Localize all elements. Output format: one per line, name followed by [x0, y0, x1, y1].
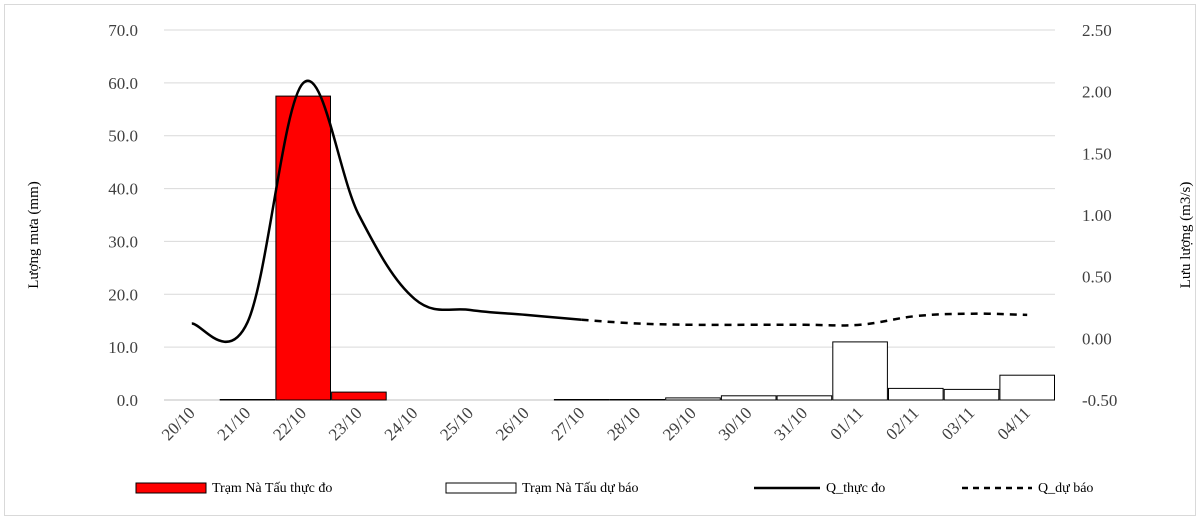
x-tick-label: 21/10 [214, 403, 255, 444]
bar [999, 374, 1056, 401]
bar [609, 399, 666, 401]
y-tick-label: 60.0 [108, 74, 138, 93]
x-tick-label: 02/11 [882, 403, 922, 443]
bar [720, 395, 777, 401]
y2-tick-label: 0.50 [1082, 268, 1112, 287]
left-axis-ticks: 0.0 10.0 20.0 30.0 40.0 50.0 60.0 70.0 [108, 21, 138, 410]
legend-label-observed-rain: Trạm Nà Tấu thực đo [212, 481, 332, 496]
x-tick-label: 20/10 [158, 403, 199, 444]
legend-label-forecast-flow: Q_dự báo [1038, 481, 1093, 496]
y-tick-label: 0.0 [117, 391, 138, 410]
x-tick-label: 27/10 [548, 403, 589, 444]
x-axis-ticks: 20/10 21/10 22/10 23/10 24/10 25/10 26/10 27/10… [158, 403, 1034, 444]
bar [888, 387, 944, 401]
legend-label-forecast-rain: Trạm Nà Tấu dự báo [522, 481, 638, 496]
x-tick-label: 29/10 [659, 403, 700, 444]
y-tick-label: 50.0 [108, 127, 138, 146]
y2-tick-label: 1.50 [1082, 144, 1112, 163]
observed-flow-line [191, 79, 582, 343]
line-series [191, 79, 1028, 343]
x-tick-label: 24/10 [381, 403, 422, 444]
legend-label-observed-flow: Q_thực đo [826, 481, 885, 496]
bar [553, 399, 610, 401]
y-tick-label: 20.0 [108, 285, 138, 304]
x-tick-label: 22/10 [269, 403, 310, 444]
legend-swatch-forecast-rain [445, 482, 517, 494]
x-tick-label: 30/10 [715, 403, 756, 444]
x-tick-label: 26/10 [492, 403, 533, 444]
x-tick-label: 23/10 [325, 403, 366, 444]
bar [776, 395, 833, 401]
y-tick-label: 30.0 [108, 232, 138, 251]
bar [219, 399, 276, 401]
legend-swatch-observed-rain [135, 482, 207, 494]
y-axis-title: Lượng mưa (mm) [26, 181, 42, 289]
chart-frame [4, 4, 1196, 516]
x-tick-label: 01/11 [827, 403, 867, 443]
legend: Trạm Nà Tấu thực đo Trạm Nà Tấu dự báo Q… [135, 481, 1093, 496]
y-tick-label: 70.0 [108, 21, 138, 40]
bar [665, 397, 721, 401]
bar [943, 388, 1000, 401]
y2-tick-label: -0.50 [1082, 391, 1117, 410]
x-tick-label: 28/10 [603, 403, 644, 444]
bar [832, 341, 888, 401]
y2-tick-label: 0.00 [1082, 329, 1112, 348]
bar [331, 391, 387, 401]
forecast-flow-line [581, 312, 1028, 327]
y2-tick-label: 1.00 [1082, 206, 1112, 225]
x-tick-label: 04/11 [994, 403, 1034, 443]
y-tick-label: 10.0 [108, 338, 138, 357]
y2-axis-title: Lưu lượng (m3/s) [1178, 182, 1194, 289]
bar-series [219, 95, 1056, 401]
y2-tick-label: 2.50 [1082, 21, 1112, 40]
x-tick-label: 03/11 [938, 403, 978, 443]
y-tick-label: 40.0 [108, 180, 138, 199]
bar [275, 95, 331, 401]
x-tick-label: 25/10 [436, 403, 477, 444]
x-tick-label: 31/10 [770, 403, 811, 444]
right-axis-ticks: -0.50 0.00 0.50 1.00 1.50 2.00 2.50 [1082, 21, 1117, 410]
y2-tick-label: 2.00 [1082, 83, 1112, 102]
